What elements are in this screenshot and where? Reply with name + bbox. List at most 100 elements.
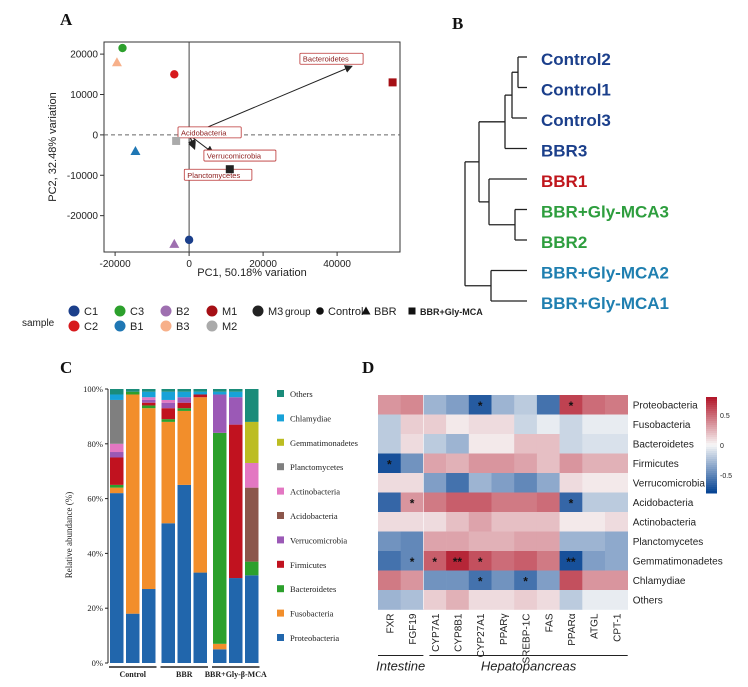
colorbar-step (706, 459, 717, 462)
heat-cell-fusobacteria-fgf19 (400, 414, 424, 435)
bar-segment-b1-others (161, 389, 175, 392)
heat-cell-acidobacteria-fas (536, 492, 560, 513)
heat-row-label-bacteroidetes: Bacteroidetes (633, 439, 694, 450)
heat-cell-gemmatimonadetes-srebp-1c (514, 551, 538, 571)
heat-cell-bacteroidetes-fgf19 (400, 434, 424, 454)
bar-segment-m3-others (245, 389, 259, 422)
sample-legend-swatch-b1 (114, 320, 126, 332)
heat-cell-bacteroidetes-cyp8b1 (446, 434, 470, 454)
heat-cell-firmicutes-atgl (582, 453, 606, 474)
dendro-leaf-bbr1: BBR1 (541, 172, 587, 191)
sample-legend-label-c1: C1 (84, 306, 98, 318)
bar-segment-b1-fusobacteria (161, 421, 175, 524)
colorbar-step (706, 471, 717, 474)
colorbar-step (706, 483, 717, 486)
colorbar-step (706, 443, 717, 446)
heat-cell-verrucomicrobia-srebp-1c (514, 473, 538, 493)
pca-x-tick-label: 40000 (323, 259, 351, 270)
panel-letter-b: B (452, 14, 464, 33)
pca-y-tick-label: 20000 (70, 50, 98, 61)
colorbar-step (706, 485, 717, 488)
colorbar-step (706, 489, 717, 492)
bar-legend-swatch-firmicutes (277, 560, 284, 568)
heat-cell-others-srebp-1c (514, 590, 538, 610)
colorbar-step (706, 451, 717, 454)
dendro-leaf-bbr-gly-mca1: BBR+Gly-MCA1 (541, 294, 669, 313)
colorbar-step (706, 433, 717, 436)
colorbar-step (706, 465, 717, 468)
bar-y-axis-label: Relative abundance (%) (64, 492, 74, 578)
heat-cell-actinobacteria-srebp-1c (514, 512, 538, 532)
sample-legend-swatch-b2 (160, 305, 172, 317)
bar-segment-m2-firmicutes (229, 424, 243, 579)
heat-cell-firmicutes-cyp7a1 (423, 453, 447, 474)
panel-letter-a: A (60, 10, 73, 29)
group-legend-swatch-bbr-gly-mca (408, 307, 416, 315)
pca-y-tick-label: 10000 (70, 90, 98, 101)
heat-cell-fusobacteria-fxr (378, 414, 401, 435)
heat-cell-acidobacteria-cpt-1 (605, 492, 628, 513)
bar-legend-swatch-acidobacteria (277, 512, 284, 519)
heat-significance-mark: * (523, 574, 528, 588)
heat-cell-chlamydiae-cyp27a1 (468, 570, 492, 591)
heat-cell-others-cpt-1 (605, 590, 628, 610)
group-legend-swatch-control (316, 307, 324, 315)
bar-y-tick-label: 0% (92, 658, 103, 668)
heat-cell-actinobacteria-fgf19 (400, 512, 424, 532)
sample-legend-label-b2: B2 (176, 306, 189, 318)
bar-segment-m2-verrucomicrobia (229, 397, 243, 425)
group-legend-label-bbr: BBR (374, 306, 397, 318)
bar-segment-c1-others (110, 389, 124, 395)
heat-cell-firmicutes-fgf19 (400, 453, 424, 474)
heat-cell-planctomycetes-fxr (378, 531, 401, 552)
heat-cell-proteobacteria-ppar (491, 395, 515, 415)
sample-legend-label-c3: C3 (130, 306, 144, 318)
bar-legend-swatch-planctomycetes (277, 463, 284, 471)
colorbar-step (706, 445, 717, 448)
bar-y-tick-label: 60% (87, 494, 103, 504)
bar-legend-label-fusobacteria: Fusobacteria (290, 609, 334, 619)
heat-cell-others-cyp27a1 (468, 590, 492, 610)
bar-segment-m1-chlamydiae (213, 391, 227, 395)
heat-col-label-ppar: PPARα (567, 613, 578, 645)
colorbar-step (706, 401, 717, 404)
bar-legend-swatch-others (277, 390, 284, 397)
bar-group-label-bbr-gly-mca: BBR+Gly-β-MCA (205, 670, 267, 679)
heat-significance-mark: * (569, 496, 574, 510)
colorbar-step (706, 481, 717, 484)
colorbar-tick-label: 0 (720, 443, 724, 450)
bar-segment-b2-others (177, 389, 191, 392)
bar-legend-label-bacteroidetes: Bacteroidetes (290, 584, 336, 594)
heat-cell-others-ppar (559, 590, 583, 610)
bar-segment-c3-proteobacteria (142, 589, 156, 663)
bar-segment-m1-others (213, 389, 227, 392)
colorbar-step (706, 421, 717, 424)
heat-cell-proteobacteria-cyp7a1 (423, 395, 447, 415)
group-legend-title: group (285, 307, 311, 318)
bar-segment-c1-fusobacteria (110, 487, 124, 494)
heat-cell-others-ppar (491, 590, 515, 610)
colorbar-step (706, 411, 717, 414)
heat-group-label-hepatopancreas: Hepatopancreas (481, 659, 577, 674)
heat-cell-fusobacteria-srebp-1c (514, 414, 538, 435)
bar-legend-swatch-actinobacteria (277, 487, 284, 495)
heat-cell-bacteroidetes-ppar (559, 434, 583, 454)
pca-point-m3 (225, 165, 234, 174)
pca-vector-label-box (183, 168, 253, 181)
sample-legend-label-c2: C2 (84, 321, 98, 333)
colorbar-step (706, 435, 717, 438)
pca-y-tick-label: -10000 (67, 171, 99, 182)
bar-legend-label-firmicutes: Firmicutes (290, 560, 326, 570)
heat-cell-acidobacteria-fgf19 (400, 492, 424, 513)
pca-vector-label-acidobacteria: Acidobacteria (181, 128, 227, 137)
bar-segment-b2-bacteroidetes (177, 408, 191, 411)
heat-cell-firmicutes-fxr (378, 453, 401, 474)
bar-segment-b3-chlamydiae (193, 391, 207, 395)
bar-segment-b3-firmicutes (193, 394, 207, 398)
colorbar-step (706, 429, 717, 432)
heat-cell-verrucomicrobia-atgl (582, 473, 606, 493)
colorbar-step (706, 449, 717, 452)
colorbar-step (706, 487, 717, 490)
bar-legend-label-gemmatimonadetes: Gemmatimonadetes (290, 438, 358, 448)
pca-vector-label-box (299, 52, 364, 65)
